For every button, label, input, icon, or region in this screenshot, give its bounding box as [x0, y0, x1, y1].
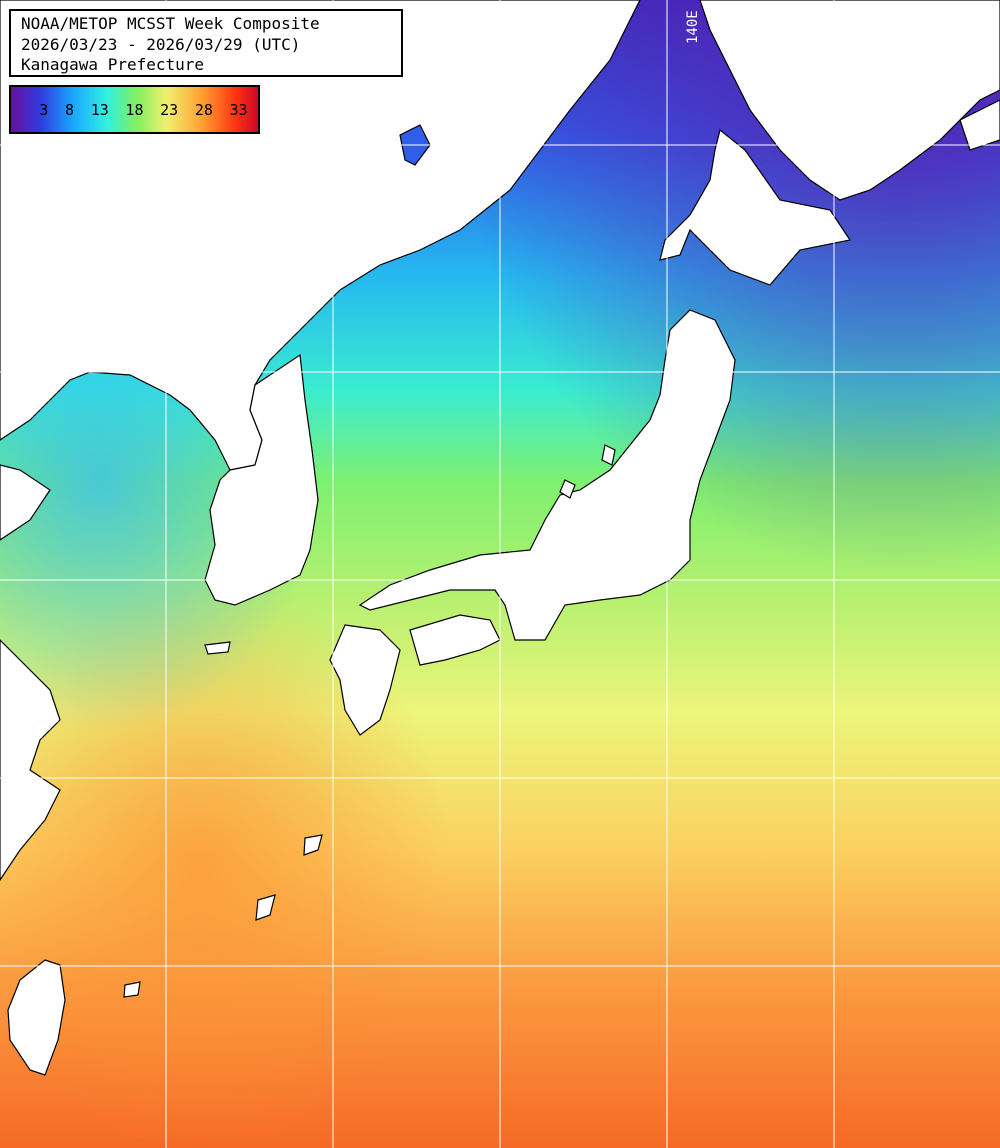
scale-tick: 33: [229, 100, 248, 119]
color-scale-labels: 3 8 13 18 23 28 33: [11, 87, 258, 132]
title-line-2: 2026/03/23 - 2026/03/29 (UTC): [21, 34, 301, 54]
kyushu-land: [329, 624, 401, 736]
latitude-label: 40N: [2, 352, 28, 368]
color-scale: 3 8 13 18 23 28 33: [9, 85, 260, 134]
kuril-islands-land: [959, 99, 1000, 151]
title-box: NOAA/METOP MCSST Week Composite 2026/03/2…: [9, 9, 403, 77]
sado-island-land: [559, 479, 576, 499]
taiwan-land: [7, 959, 66, 1076]
scale-tick: 23: [160, 100, 179, 119]
korean-peninsula-land: [204, 353, 319, 606]
ryukyu-island-1-land: [303, 834, 323, 856]
longitude-label: 140E: [685, 10, 701, 44]
scale-tick: 8: [65, 100, 75, 119]
honshu-land: [358, 309, 736, 641]
ryukyu-island-3-land: [123, 981, 141, 998]
title-line-3: Kanagawa Prefecture: [21, 55, 205, 74]
scale-tick: 18: [125, 100, 144, 119]
title-line-1: NOAA/METOP MCSST Week Composite: [21, 14, 320, 33]
sakhalin-land: [699, 0, 1000, 201]
shikoku-land: [409, 614, 501, 666]
hokkaido-land: [659, 128, 851, 286]
jeju-island-land: [204, 641, 231, 655]
china-coast-land: [0, 464, 51, 541]
ryukyu-island-2-land: [255, 894, 276, 921]
scale-tick: 3: [39, 100, 49, 119]
scale-tick: 13: [90, 100, 109, 119]
china-east-coast-land: [0, 639, 61, 882]
izu-islands-land: [601, 444, 616, 466]
color-scale-bar: [11, 87, 258, 132]
scale-tick: 28: [194, 100, 213, 119]
